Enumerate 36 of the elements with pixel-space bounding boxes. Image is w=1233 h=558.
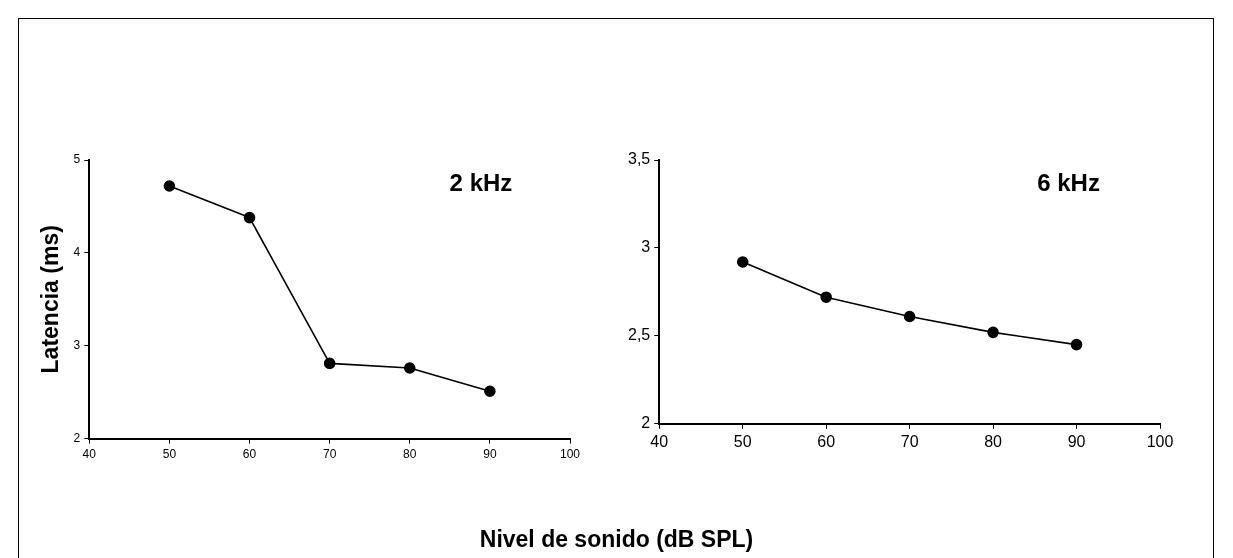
y-tick-label: 4 (73, 245, 81, 260)
point (736, 256, 749, 268)
point (903, 310, 916, 323)
point (987, 326, 999, 339)
x-tick-label: 50 (162, 447, 177, 462)
x-tick-label: 90 (483, 447, 497, 462)
point (484, 385, 496, 398)
y-tick-label: 2 (641, 414, 651, 432)
x-tick-label: 90 (1067, 432, 1086, 450)
x-tick-label: 80 (984, 432, 1003, 450)
y-tick-label: 5 (73, 152, 81, 167)
x-tick-label: 40 (82, 447, 97, 462)
y-tick-label: 2 (73, 430, 81, 445)
x-tick-label: 100 (559, 447, 581, 462)
point (1070, 338, 1083, 351)
x-tick-label: 80 (403, 447, 417, 462)
x-tick-label: 50 (733, 432, 752, 450)
point (403, 362, 416, 374)
point (323, 357, 336, 370)
x-axis-title: Nivel de sonido (dB SPL) (478, 526, 755, 553)
y-tick-label: 3,5 (627, 150, 651, 168)
x-tick-label: 100 (1146, 432, 1174, 450)
chart-title: 6 kHz (1037, 168, 1100, 196)
y-axis-title: Latencia (ms) (37, 225, 64, 374)
x-tick-label: 60 (817, 432, 836, 450)
point (820, 291, 832, 303)
x-tick-label: 70 (322, 447, 337, 462)
x-tick-label: 70 (900, 432, 919, 450)
x-tick-label: 60 (242, 447, 257, 462)
y-tick-label: 3 (641, 238, 651, 256)
point (243, 211, 256, 224)
x-tick-label: 40 (650, 432, 669, 450)
chart-title: 2 kHz (449, 168, 513, 196)
y-tick-label: 3 (73, 338, 81, 353)
y-tick-label: 2,5 (627, 326, 651, 344)
point (163, 180, 176, 192)
